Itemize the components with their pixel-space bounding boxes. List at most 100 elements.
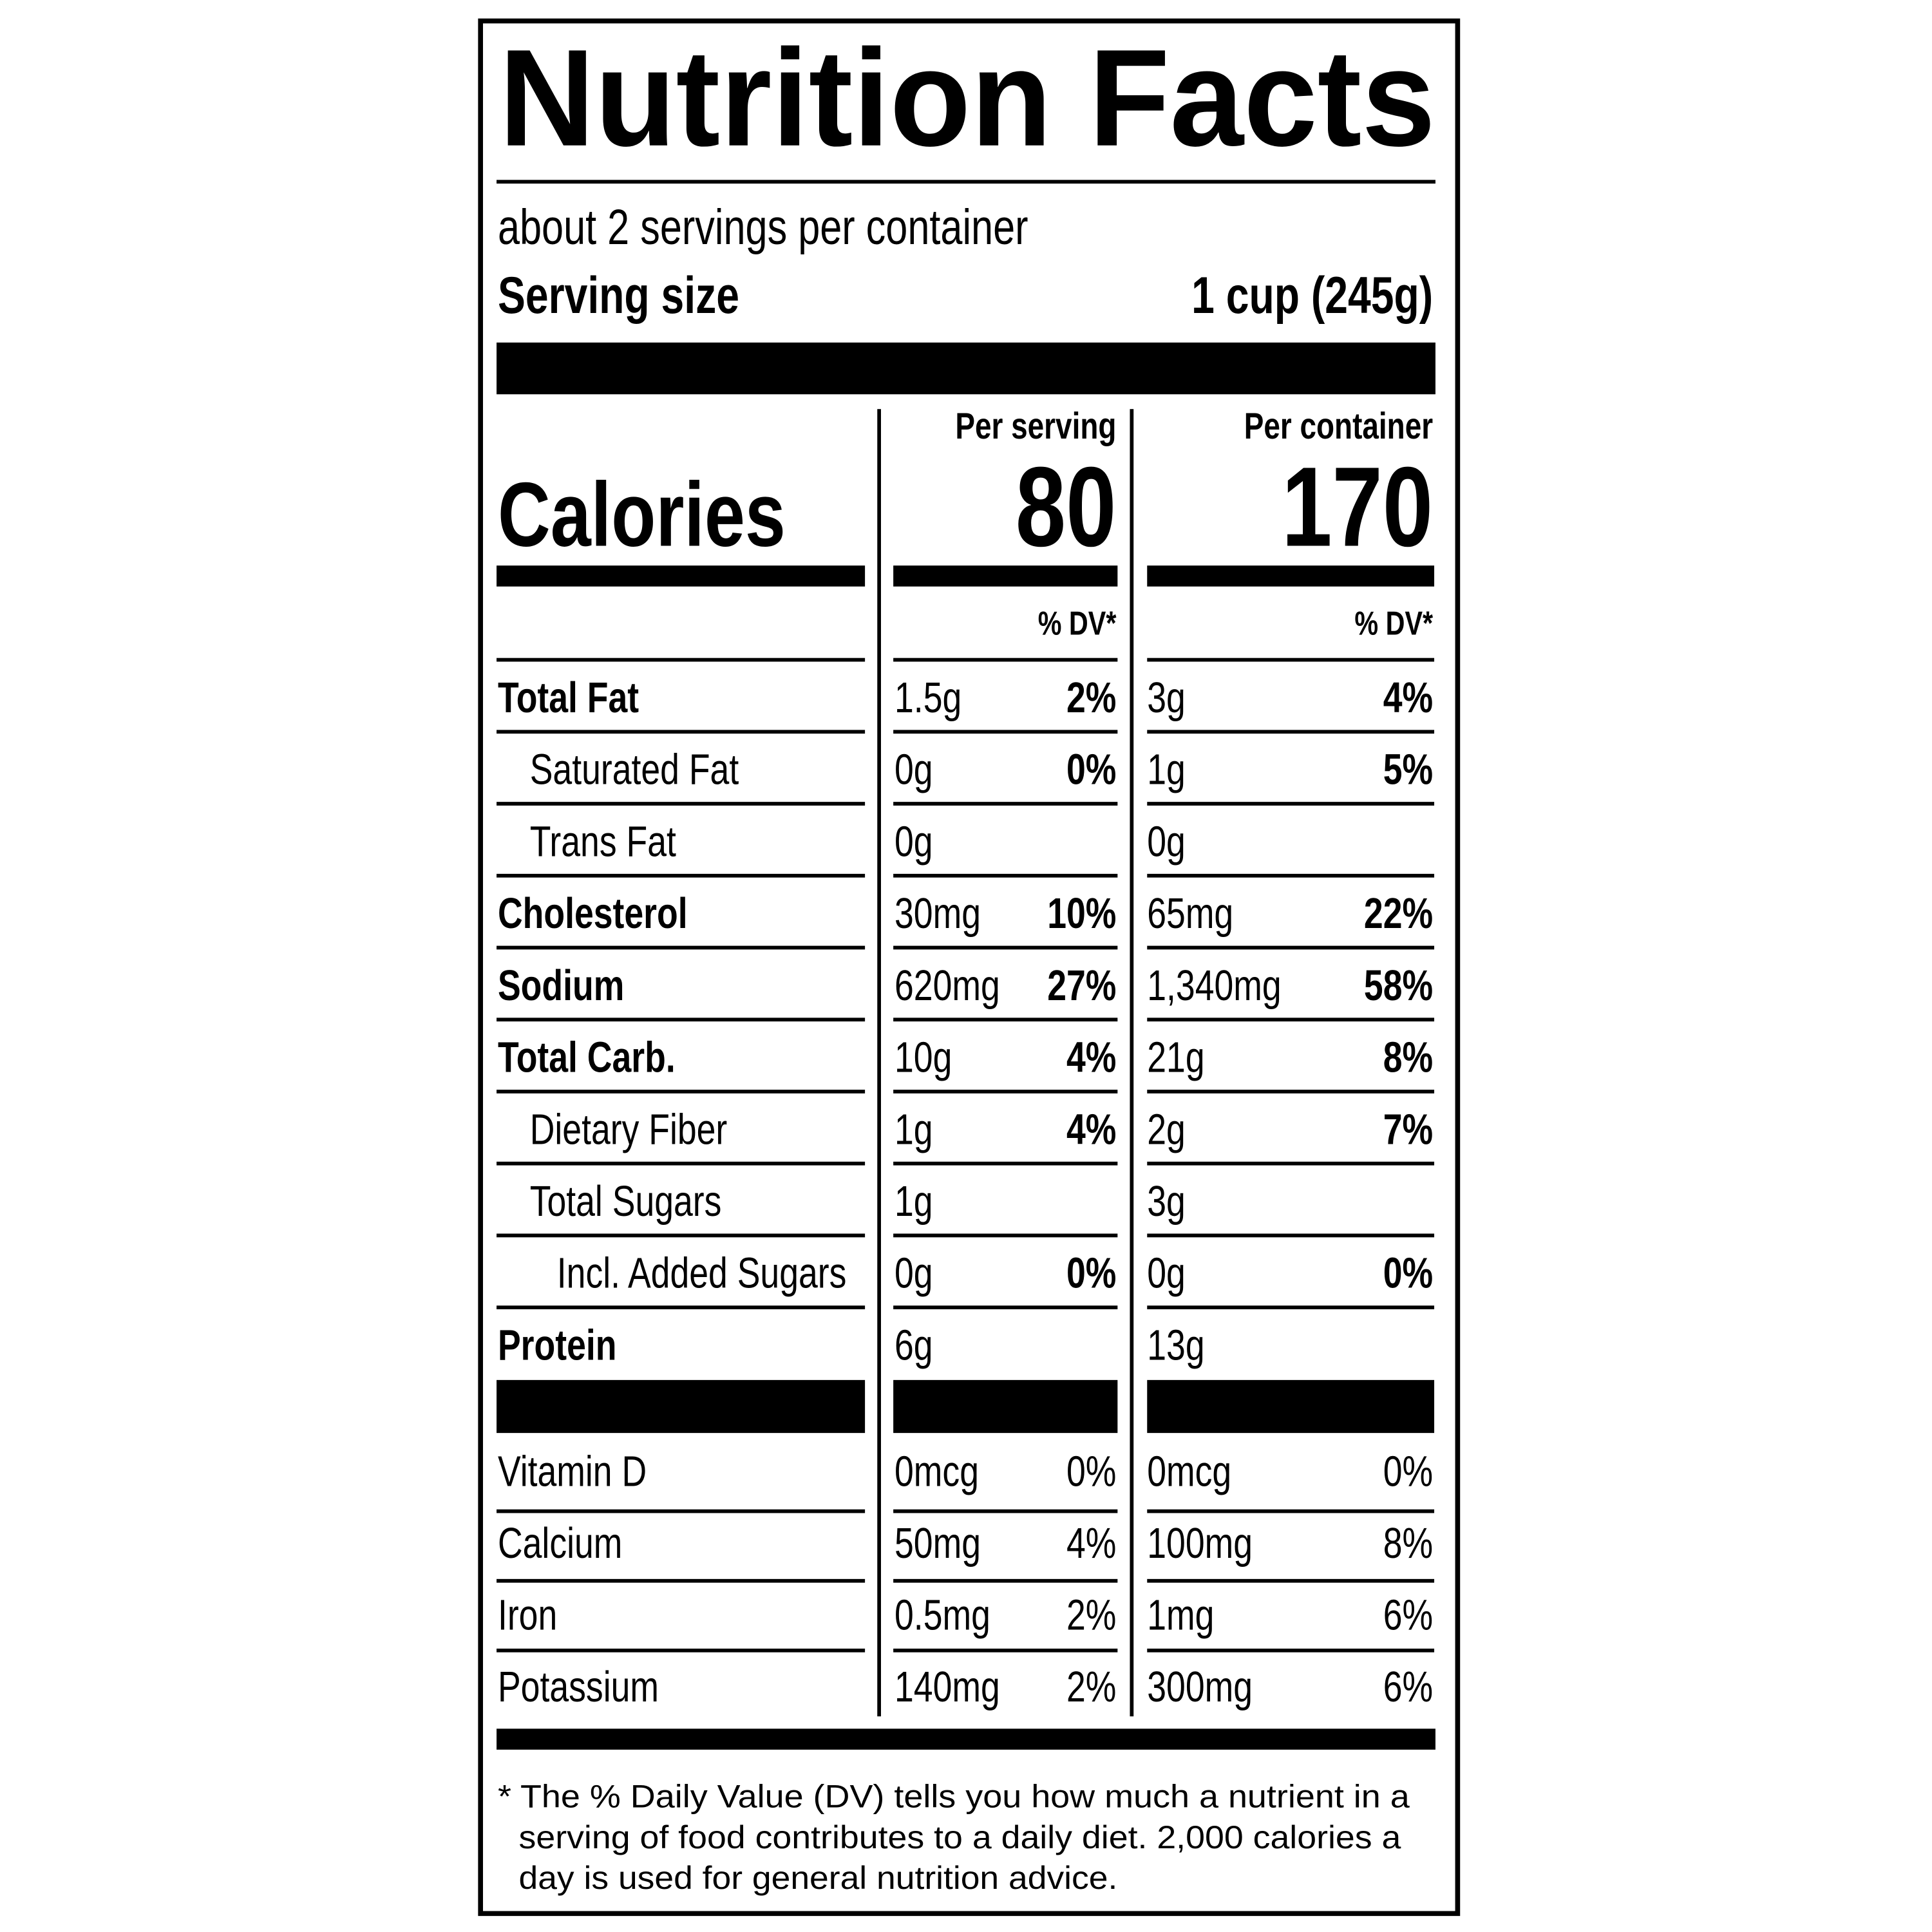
daily-value: 5% xyxy=(1383,745,1433,793)
regular-text: * The % Daily Value (DV) tells you how m… xyxy=(498,1779,1410,1896)
row-rule xyxy=(1147,1578,1435,1583)
amount: 0.5mg xyxy=(895,1591,990,1639)
row-rule xyxy=(893,1161,1118,1166)
rule xyxy=(497,180,1435,184)
dv-header: % DV* xyxy=(1038,605,1117,641)
nutrient-name: Total Carb. xyxy=(498,1033,676,1081)
row-rule xyxy=(497,1509,866,1513)
amount: 3g xyxy=(1147,673,1186,721)
row-rule xyxy=(497,873,866,878)
row-rule xyxy=(893,1509,1118,1513)
amount: 0mcg xyxy=(895,1447,979,1495)
serving-size-label: Serving size xyxy=(498,267,739,324)
daily-value: 4% xyxy=(1066,1519,1116,1567)
row-rule xyxy=(893,802,1118,806)
row-rule xyxy=(1147,1509,1435,1513)
vitamin-name: Calcium xyxy=(498,1519,622,1567)
row-rule xyxy=(893,1305,1118,1310)
row-rule xyxy=(893,658,1118,662)
dv-header: % DV* xyxy=(1354,605,1433,641)
footnote-line: serving of food contributes to a daily d… xyxy=(518,1819,1401,1855)
vitamin-name: Vitamin D xyxy=(498,1447,647,1495)
amount: 13g xyxy=(1147,1321,1204,1369)
thick-bar xyxy=(497,342,1435,395)
amount: 1g xyxy=(1147,745,1186,793)
daily-value: 6% xyxy=(1383,1662,1433,1710)
footnote-line: * The % Daily Value (DV) tells you how m… xyxy=(498,1779,1410,1815)
daily-value: 4% xyxy=(1383,673,1433,721)
amount: 0g xyxy=(895,1249,933,1297)
amount: 1.5g xyxy=(895,673,961,721)
daily-value: 0% xyxy=(1066,745,1116,793)
vitamin-name: Iron xyxy=(498,1591,557,1639)
thick-bar xyxy=(893,1379,1118,1434)
thick-bar xyxy=(1147,1379,1435,1434)
amount: 140mg xyxy=(895,1662,1000,1710)
nutrient-name: Sodium xyxy=(498,961,624,1009)
column-header: Per serving xyxy=(955,406,1116,447)
medium-bar xyxy=(1147,565,1435,587)
daily-value: 0% xyxy=(1383,1447,1433,1495)
daily-value: 2% xyxy=(1066,673,1116,721)
row-rule xyxy=(497,1018,866,1022)
row-rule xyxy=(497,1090,866,1094)
daily-value: 58% xyxy=(1364,961,1433,1009)
daily-value: 2% xyxy=(1066,1662,1116,1710)
thick-bar xyxy=(497,1379,866,1434)
amount: 3g xyxy=(1147,1177,1186,1225)
medium-bar xyxy=(893,565,1118,587)
label-border xyxy=(478,18,1461,1917)
row-rule xyxy=(1147,1305,1435,1310)
daily-value: 6% xyxy=(1383,1591,1433,1639)
amount: 0g xyxy=(1147,1249,1186,1297)
row-rule xyxy=(1147,1018,1435,1022)
row-rule xyxy=(497,658,866,662)
nutrient-name: Dietary Fiber xyxy=(530,1105,728,1153)
footnote-line: day is used for general nutrition advice… xyxy=(518,1860,1117,1896)
row-rule xyxy=(497,1648,866,1653)
condensed-text: Nutrition Facts about 2 servings per cont… xyxy=(498,21,1435,1711)
row-rule xyxy=(497,802,866,806)
daily-value: 8% xyxy=(1383,1033,1433,1081)
row-rule xyxy=(893,1648,1118,1653)
nutrient-name: Incl. Added Sugars xyxy=(557,1249,847,1297)
daily-value: 0% xyxy=(1066,1249,1116,1297)
column-divider xyxy=(1130,409,1134,1717)
row-rule xyxy=(497,1161,866,1166)
row-rule xyxy=(893,1018,1118,1022)
daily-value: 0% xyxy=(1383,1249,1433,1297)
row-rule xyxy=(893,945,1118,950)
calories-value: 170 xyxy=(1282,444,1433,571)
medium-bar xyxy=(497,565,866,587)
nutrient-name: Protein xyxy=(498,1321,617,1369)
row-rule xyxy=(893,1233,1118,1238)
nutrient-name: Cholesterol xyxy=(498,889,688,937)
amount: 1,340mg xyxy=(1147,961,1281,1009)
row-rule xyxy=(1147,658,1435,662)
title: Nutrition Facts xyxy=(499,21,1435,176)
daily-value: 4% xyxy=(1066,1033,1116,1081)
row-rule xyxy=(893,730,1118,734)
nutrient-name: Saturated Fat xyxy=(530,745,739,793)
row-rule xyxy=(1147,802,1435,806)
column-header: Per container xyxy=(1244,406,1433,447)
amount: 6g xyxy=(895,1321,933,1369)
row-rule xyxy=(1147,1233,1435,1238)
row-rule xyxy=(497,1578,866,1583)
amount: 620mg xyxy=(895,961,1000,1009)
amount: 100mg xyxy=(1147,1519,1253,1567)
row-rule xyxy=(893,1578,1118,1583)
nutrient-name: Trans Fat xyxy=(530,817,676,866)
amount: 1mg xyxy=(1147,1591,1214,1639)
nutrient-name: Total Sugars xyxy=(530,1177,722,1225)
row-rule xyxy=(1147,1648,1435,1653)
daily-value: 27% xyxy=(1047,961,1116,1009)
calories-value: 80 xyxy=(1016,444,1117,571)
daily-value: 2% xyxy=(1066,1591,1116,1639)
daily-value: 7% xyxy=(1383,1105,1433,1153)
amount: 21g xyxy=(1147,1033,1204,1081)
amount: 0g xyxy=(895,817,933,866)
row-rule xyxy=(1147,1090,1435,1094)
